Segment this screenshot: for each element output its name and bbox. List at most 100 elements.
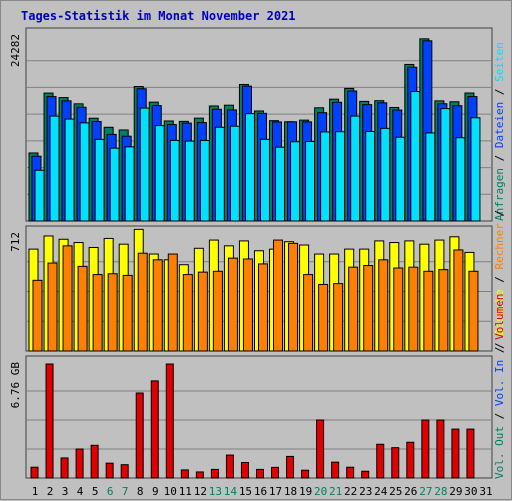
x-tick-label-27: 27	[419, 485, 432, 498]
bar-volumen-16	[255, 468, 264, 479]
bar-seiten-17	[275, 146, 286, 222]
x-tick-label-4: 4	[77, 485, 84, 498]
bar-rechner-25	[393, 267, 404, 352]
bar-rechner-16	[257, 263, 268, 352]
bar-volumen-10	[165, 363, 174, 479]
x-tick-label-12: 12	[194, 485, 207, 498]
bar-seiten-14	[229, 125, 240, 222]
bar-rechner-28	[438, 269, 449, 352]
legend-requests: Anfragen / Dateien / Seiten	[493, 42, 506, 221]
x-tick-label-1: 1	[32, 485, 39, 498]
bar-seiten-15	[244, 113, 255, 222]
bar-volumen-13	[210, 468, 219, 479]
y-tick-label-volume: 6.76 GB	[9, 362, 22, 409]
bar-rechner-27	[423, 270, 434, 352]
bar-rechner-21	[333, 283, 344, 352]
x-tick-label-23: 23	[359, 485, 372, 498]
x-tick-label-31: 31	[479, 485, 492, 498]
x-tick-label-20: 20	[314, 485, 327, 498]
bar-volumen-30	[466, 428, 475, 479]
bar-volumen-4	[75, 448, 84, 479]
bar-seiten-3	[64, 118, 75, 222]
bar-rechner-4	[77, 265, 88, 352]
x-tick-label-11: 11	[179, 485, 192, 498]
bar-volumen-5	[90, 444, 99, 479]
bar-seiten-7	[124, 146, 135, 222]
bar-seiten-1	[34, 169, 45, 222]
bar-volumen-3	[60, 457, 69, 479]
bar-rechner-19	[303, 274, 314, 352]
y-tick-label-visits: 712	[9, 232, 22, 252]
bar-rechner-12	[197, 271, 208, 352]
y-tick-label-requests: 24282	[9, 34, 22, 67]
bar-rechner-7	[122, 274, 133, 352]
bar-volumen-6	[105, 462, 114, 479]
bar-seiten-18	[290, 141, 301, 222]
bar-rechner-2	[47, 262, 58, 352]
x-tick-label-22: 22	[344, 485, 357, 498]
bar-seiten-29	[455, 137, 466, 222]
bar-volumen-7	[120, 464, 129, 479]
bar-volumen-15	[240, 461, 249, 479]
x-tick-label-8: 8	[137, 485, 144, 498]
bar-seiten-21	[335, 131, 346, 222]
bar-seiten-2	[49, 115, 60, 222]
x-tick-label-26: 26	[404, 485, 417, 498]
x-tick-label-13: 13	[209, 485, 222, 498]
bar-volumen-1	[30, 466, 39, 479]
bar-rechner-10	[167, 253, 178, 352]
bar-seiten-12	[199, 139, 210, 222]
bar-rechner-30	[468, 270, 479, 352]
bar-volumen-27	[421, 419, 430, 479]
bar-volumen-17	[271, 466, 280, 479]
bar-rechner-6	[107, 273, 118, 352]
bar-seiten-25	[395, 136, 406, 222]
x-tick-label-7: 7	[122, 485, 129, 498]
bar-volumen-14	[225, 454, 234, 479]
bar-rechner-17	[273, 239, 284, 352]
bar-rechner-9	[152, 259, 163, 352]
x-tick-label-19: 19	[299, 485, 312, 498]
bar-rechner-8	[137, 252, 148, 352]
x-tick-label-16: 16	[254, 485, 267, 498]
bar-seiten-19	[305, 141, 316, 222]
x-tick-label-17: 17	[269, 485, 282, 498]
bar-rechner-20	[318, 283, 329, 352]
bar-rechner-11	[182, 274, 193, 352]
bar-volumen-24	[376, 443, 385, 479]
bar-volumen-20	[316, 419, 325, 479]
bar-volumen-23	[361, 470, 370, 479]
bar-volumen-2	[45, 363, 54, 479]
bar-rechner-23	[363, 265, 374, 352]
bar-seiten-5	[94, 138, 105, 222]
x-tick-label-10: 10	[164, 485, 177, 498]
bar-volumen-25	[391, 447, 400, 479]
bar-rechner-5	[92, 274, 103, 352]
bar-rechner-13	[212, 270, 223, 352]
bar-seiten-10	[169, 139, 180, 222]
bar-seiten-22	[350, 115, 361, 222]
x-tick-label-2: 2	[47, 485, 54, 498]
bar-seiten-27	[425, 132, 436, 222]
bar-volumen-11	[180, 469, 189, 479]
panel-volume	[25, 355, 493, 479]
x-tick-label-15: 15	[239, 485, 252, 498]
x-tick-label-5: 5	[92, 485, 99, 498]
bar-volumen-21	[331, 461, 340, 479]
bar-volumen-19	[301, 469, 310, 479]
x-tick-label-24: 24	[374, 485, 388, 498]
bar-rechner-1	[32, 279, 43, 352]
bar-seiten-24	[380, 127, 391, 222]
bar-rechner-24	[378, 259, 389, 352]
x-tick-label-9: 9	[152, 485, 159, 498]
bar-seiten-11	[184, 140, 195, 222]
bar-seiten-8	[139, 107, 150, 222]
x-tick-label-3: 3	[62, 485, 69, 498]
bar-rechner-3	[62, 245, 73, 352]
bar-seiten-30	[470, 117, 481, 222]
x-tick-label-18: 18	[284, 485, 297, 498]
bar-seiten-6	[109, 147, 120, 222]
bar-volumen-28	[436, 419, 445, 479]
